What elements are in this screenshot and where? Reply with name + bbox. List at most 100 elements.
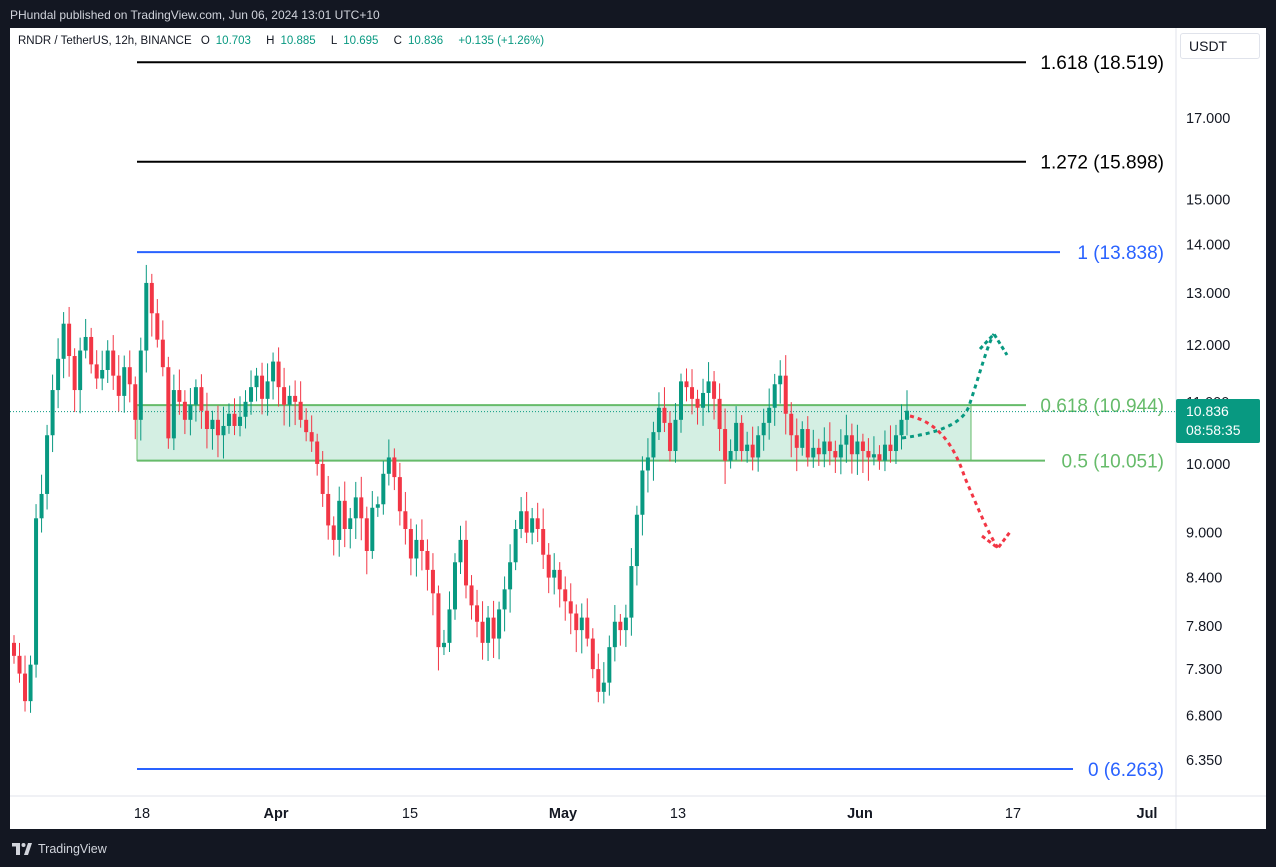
price-chart[interactable]: 17.00015.00014.00013.00012.00011.00010.0…: [10, 28, 1266, 829]
candle-body: [486, 617, 491, 643]
candle-body: [464, 539, 469, 586]
candle-body: [78, 350, 83, 391]
candle-body: [441, 642, 446, 648]
candle-body: [238, 416, 243, 426]
candle-body: [45, 435, 50, 494]
close-value: 10.836: [407, 35, 444, 47]
candle-body: [315, 441, 320, 464]
tradingview-brand[interactable]: TradingView: [12, 842, 107, 856]
candle-body: [309, 432, 314, 442]
candle-body: [640, 470, 645, 515]
candle-body: [645, 457, 650, 471]
candle-body: [326, 493, 331, 526]
candle-body: [618, 621, 623, 631]
candle-body: [177, 390, 182, 402]
candle-body: [105, 350, 110, 370]
candle-body: [193, 387, 198, 405]
candle-body: [408, 529, 413, 559]
candle-body: [265, 381, 270, 399]
candle-body: [734, 422, 739, 452]
candle-body: [893, 435, 898, 452]
candle-body: [381, 473, 386, 505]
candle-body: [601, 682, 606, 692]
candle-body: [12, 642, 16, 656]
high-value: 10.885: [280, 35, 316, 47]
candle-body: [293, 395, 298, 402]
candle-body: [701, 392, 706, 408]
candle-body: [282, 387, 287, 405]
candle-body: [723, 429, 728, 461]
bullish-projection-arrow: [901, 333, 996, 440]
candle-body: [833, 451, 838, 458]
time-tick-label: May: [549, 806, 577, 822]
candle-body: [552, 569, 557, 578]
candle-body: [116, 375, 121, 396]
bullish-arrowhead-icon: [978, 331, 1009, 356]
candle-body: [188, 404, 193, 420]
candle-body: [849, 435, 854, 455]
candle-body: [535, 518, 540, 530]
candle-body: [756, 435, 761, 458]
candle-body: [171, 390, 176, 439]
fib-level-label: 0.5 (10.051): [1062, 452, 1164, 473]
candle-body: [94, 364, 99, 379]
candle-body: [596, 669, 601, 692]
candle-body: [612, 621, 617, 648]
chart-panel[interactable]: 17.00015.00014.00013.00012.00011.00010.0…: [10, 28, 1266, 829]
candle-body: [221, 425, 226, 436]
candle-body: [375, 504, 380, 508]
candle-body: [475, 605, 480, 622]
time-tick-label: Jul: [1137, 806, 1158, 822]
candle-body: [497, 609, 502, 639]
candle-body: [888, 444, 893, 452]
symbol-name[interactable]: RNDR / TetherUS, 12h, BINANCE: [18, 35, 192, 47]
candle-body: [816, 447, 821, 455]
candle-body: [739, 422, 744, 452]
candle-body: [111, 350, 116, 376]
candle-body: [56, 358, 61, 391]
candle-body: [160, 339, 165, 368]
consolidation-zone: [136, 404, 972, 462]
candle-body: [210, 419, 215, 430]
candle-body: [386, 457, 391, 474]
candle-body: [89, 336, 94, 365]
candle-body: [469, 585, 474, 606]
candle-body: [144, 282, 149, 351]
candle-body: [61, 323, 66, 359]
candle-body: [574, 613, 579, 631]
candle-body: [254, 375, 259, 388]
candle-body: [673, 419, 678, 452]
candle-body: [72, 356, 77, 391]
candle-body: [871, 454, 876, 458]
candle-body: [452, 562, 457, 610]
candle-body: [800, 429, 805, 448]
candle-body: [83, 336, 88, 351]
candle-body: [100, 369, 105, 379]
candle-body: [370, 507, 375, 551]
candle-body: [17, 655, 22, 674]
candle-body: [28, 664, 33, 702]
currency-button[interactable]: USDT: [1180, 33, 1260, 59]
candle-body: [182, 401, 187, 420]
candle-body: [320, 463, 325, 494]
candle-body: [623, 617, 628, 631]
candle-body: [728, 451, 733, 461]
candle-body: [260, 375, 265, 399]
bearish-projection-arrow: [909, 414, 1000, 549]
candle-body: [359, 497, 364, 519]
candle-body: [750, 444, 755, 458]
time-tick-label: 15: [402, 806, 418, 822]
candle-body: [337, 500, 342, 540]
candle-body: [430, 569, 435, 594]
candle-body: [684, 381, 689, 388]
candle-body: [860, 441, 865, 452]
candle-body: [304, 419, 309, 433]
candle-body: [745, 444, 750, 452]
candle-body: [127, 367, 132, 385]
candle-body: [39, 493, 44, 519]
candle-body: [249, 387, 254, 402]
candle-body: [243, 401, 248, 417]
candle-body: [149, 282, 154, 314]
candle-body: [877, 454, 882, 461]
